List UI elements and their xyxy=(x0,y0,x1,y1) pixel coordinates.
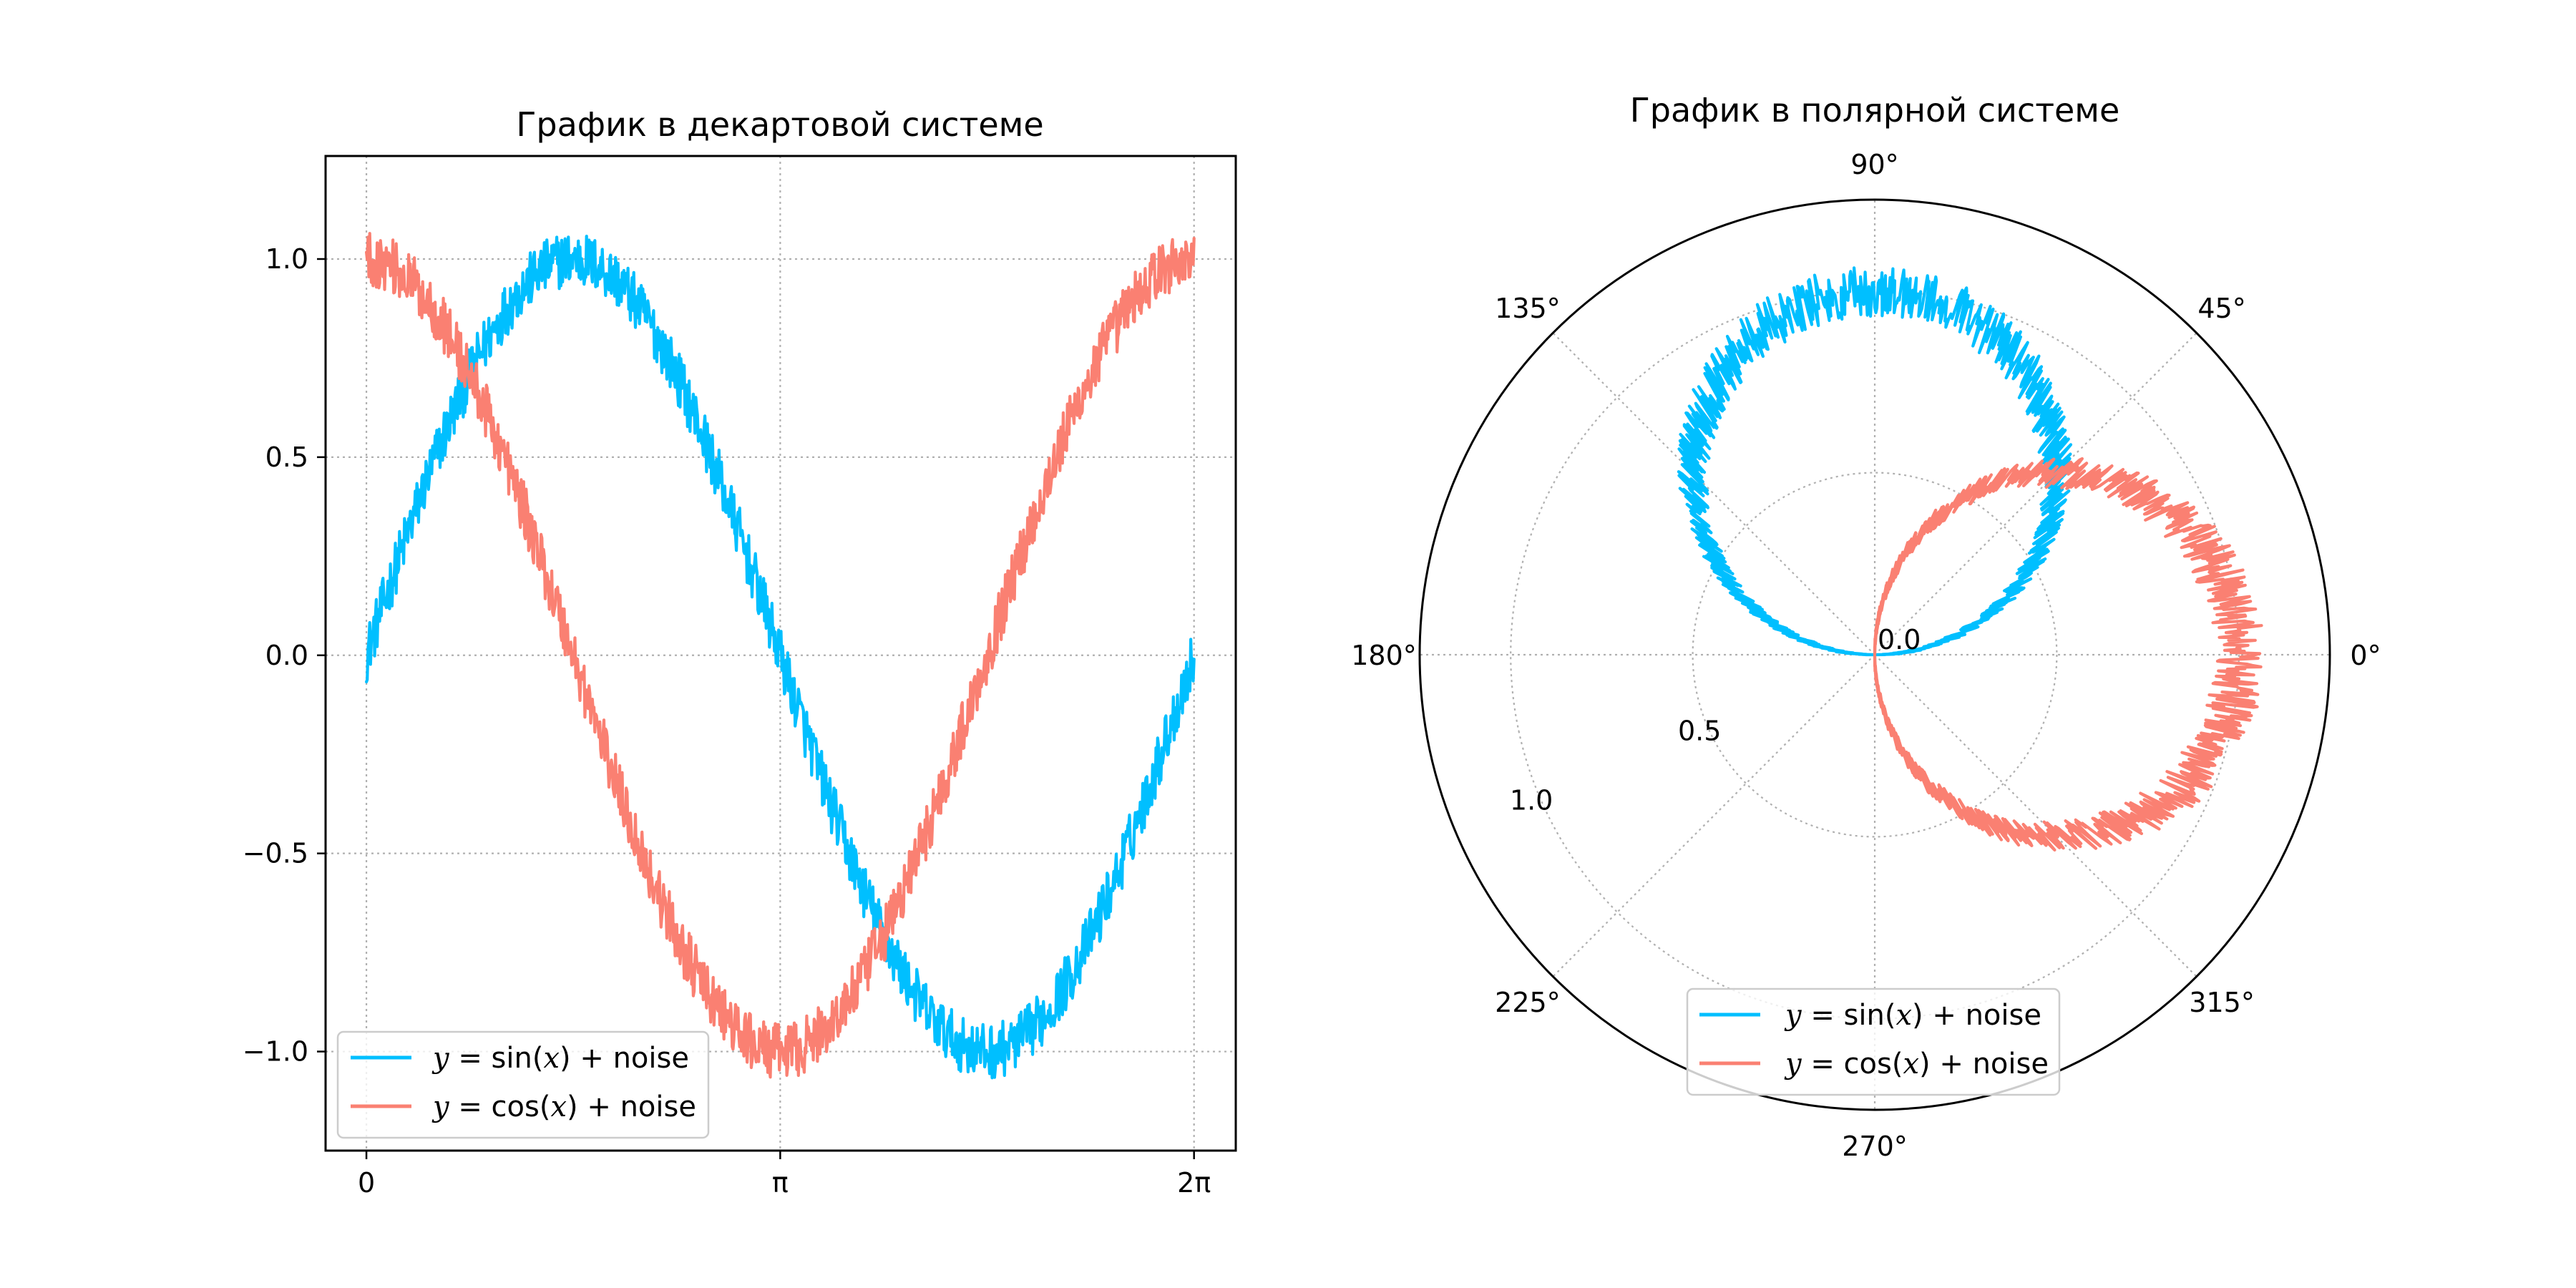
cartesian-x-tick-label: 2π xyxy=(1177,1167,1211,1199)
cartesian-chart: График в декартовой системе 0 π 2π 1.0 0.5 0.… xyxy=(243,105,1237,1199)
polar-legend-sin-x: x xyxy=(1896,999,1912,1032)
polar-legend-cos-x: x xyxy=(1903,1048,1919,1080)
cartesian-legend-sin-suffix: ) + noise xyxy=(560,1042,689,1075)
polar-r-tick-label: 1.0 xyxy=(1510,785,1553,816)
polar-theta-tick-label: 225° xyxy=(1495,987,1561,1018)
polar-theta-tick-label: 0° xyxy=(2350,640,2381,671)
polar-legend-sin-suffix: ) + noise xyxy=(1912,999,2041,1032)
polar-theta-tick-label: 315° xyxy=(2189,987,2255,1018)
cartesian-series-sin xyxy=(365,235,1196,1080)
cartesian-legend-cos-eq: = cos( xyxy=(449,1091,551,1123)
polar-r-tick-label: 0.0 xyxy=(1878,624,1921,655)
cartesian-legend: y = sin(x) + noise y = cos(x) + noise xyxy=(336,1030,710,1139)
polar-outer-circle xyxy=(1418,198,2331,1111)
polar-legend-sin-y: y xyxy=(1784,999,1802,1032)
polar-legend: y = sin(x) + noise y = cos(x) + noise xyxy=(1686,987,2061,1096)
polar-series-sin xyxy=(1677,266,2073,657)
polar-grid-ring xyxy=(1510,290,2240,1020)
polar-legend-sin-eq: = sin( xyxy=(1802,999,1896,1032)
polar-chart: График в полярной системе 0.0 0.5 1.0 0° 45°… xyxy=(1351,91,2381,1162)
cartesian-y-tick-label: −0.5 xyxy=(243,838,308,869)
polar-legend-cos-suffix: ) + noise xyxy=(1919,1048,2049,1080)
polar-chart-title: График в полярной системе xyxy=(1630,91,2120,130)
cartesian-y-tick-label: 1.0 xyxy=(265,243,308,275)
cartesian-legend-sin-y: y xyxy=(431,1042,450,1075)
polar-grid-ring xyxy=(1692,472,2058,838)
polar-series-group xyxy=(1677,266,2263,852)
cartesian-legend-cos-suffix: ) + noise xyxy=(567,1091,696,1123)
cartesian-chart-title: График в декартовой системе xyxy=(516,105,1043,144)
cartesian-series-group xyxy=(365,232,1196,1080)
cartesian-series-cos xyxy=(365,232,1196,1079)
polar-legend-cos-label: y = cos(x) + noise xyxy=(1784,1048,2049,1080)
polar-legend-box xyxy=(1686,987,2061,1096)
polar-legend-cos-y: y xyxy=(1784,1048,1802,1080)
polar-grid-spoke xyxy=(1552,332,1875,655)
cartesian-legend-sin-eq: = sin( xyxy=(449,1042,544,1075)
polar-legend-cos-eq: = cos( xyxy=(1802,1048,1903,1080)
polar-theta-tick-label: 180° xyxy=(1351,640,1417,671)
polar-theta-tick-label: 135° xyxy=(1495,293,1561,324)
polar-legend-sin-label: y = sin(x) + noise xyxy=(1784,999,2041,1032)
cartesian-y-tick-label: 0.5 xyxy=(265,441,308,473)
cartesian-legend-sin-label: y = sin(x) + noise xyxy=(431,1042,689,1075)
polar-grid-spoke xyxy=(1874,332,2197,655)
polar-grid-spoke xyxy=(1552,654,1875,977)
cartesian-legend-sin-x: x xyxy=(543,1042,560,1075)
polar-theta-tick-label: 90° xyxy=(1850,149,1898,180)
polar-r-tick-label: 0.5 xyxy=(1678,715,1721,746)
polar-theta-tick-label: 270° xyxy=(1842,1131,1908,1162)
polar-theta-tick-label: 45° xyxy=(2197,293,2245,324)
cartesian-legend-box xyxy=(336,1030,710,1139)
cartesian-x-tick-label: 0 xyxy=(358,1167,375,1199)
cartesian-x-tick-label: π xyxy=(772,1167,789,1199)
polar-series-cos xyxy=(1873,457,2263,852)
cartesian-ticks: 0 π 2π 1.0 0.5 0.0 −0.5 −1.0 xyxy=(243,243,1211,1199)
cartesian-legend-cos-x: x xyxy=(550,1091,567,1123)
cartesian-y-tick-label: 0.0 xyxy=(265,640,308,671)
polar-ticks: 0.0 0.5 1.0 0° 45° 90° 135° 180° 225° 270° 315° xyxy=(1351,149,2381,1162)
cartesian-legend-cos-y: y xyxy=(431,1091,450,1123)
cartesian-legend-cos-label: y = cos(x) + noise xyxy=(431,1091,696,1123)
polar-grid-spoke xyxy=(1874,654,2197,977)
cartesian-y-tick-label: −1.0 xyxy=(243,1036,308,1068)
